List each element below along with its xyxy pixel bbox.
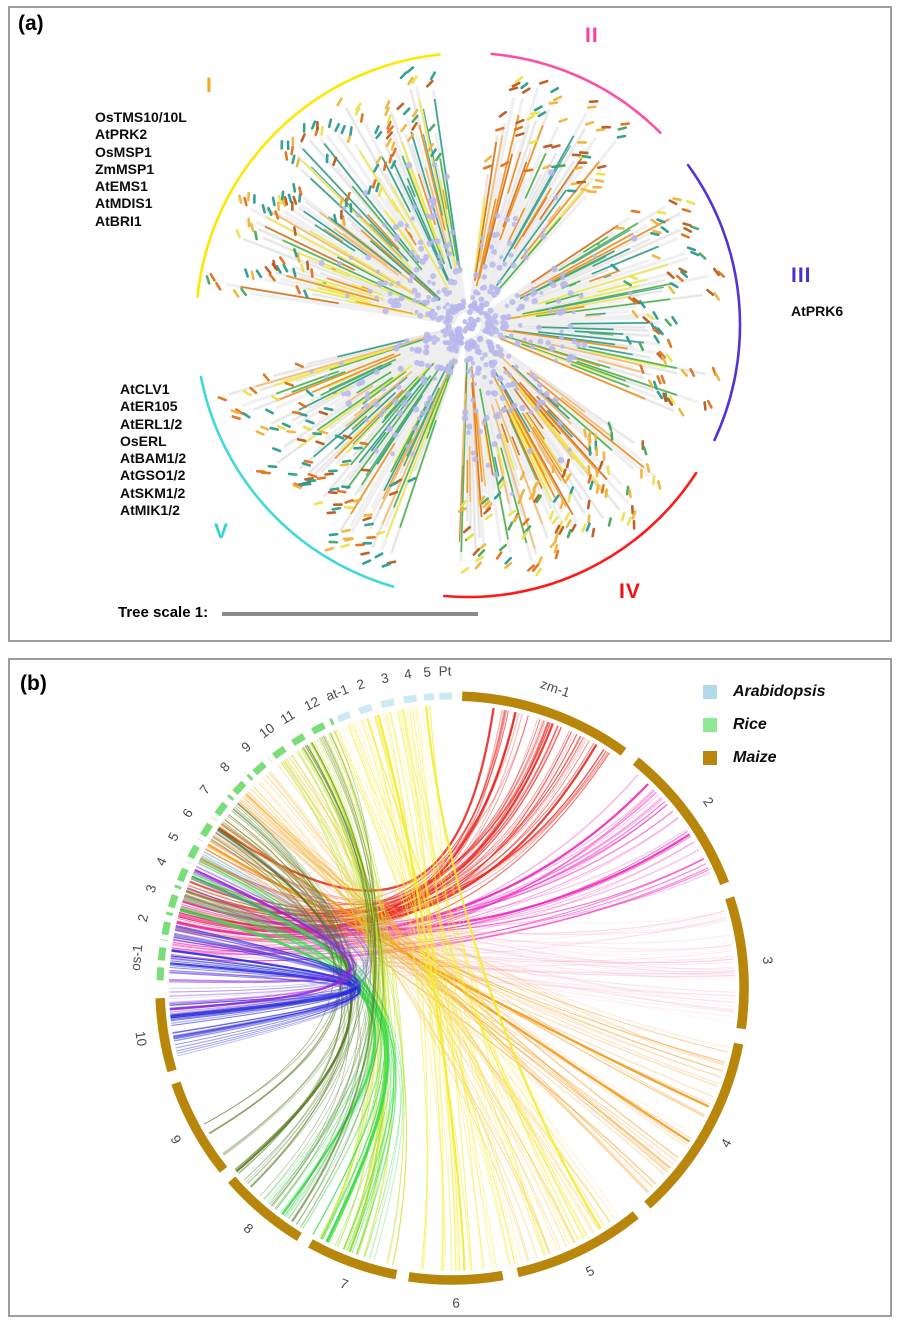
gene-label: AtEMS1 — [95, 178, 148, 195]
panel-b-label: (b) — [20, 672, 47, 695]
clade-numeral-V: V — [214, 520, 230, 543]
gene-label: AtCLV1 — [120, 381, 170, 397]
gene-label-atprk6: AtPRK6 — [791, 303, 844, 319]
tree-scale-label: Tree scale 1: — [118, 604, 209, 621]
gene-label: OsMSP1 — [95, 143, 152, 160]
species-legend: Arabidopsis Rice Maize — [703, 683, 826, 783]
tree-scale-bar — [222, 612, 478, 616]
gene-label: AtGSO1/2 — [120, 467, 186, 484]
legend-label: Arabidopsis — [733, 683, 826, 700]
panel-a-label: (a) — [18, 12, 44, 35]
gene-label: AtBRI1 — [95, 212, 142, 229]
clade1-gene-list: OsTMS10/10L AtPRK2 OsMSP1 ZmMSP1 AtEMS1 … — [95, 109, 187, 230]
clade-numeral-I: I — [206, 74, 213, 97]
legend-item-maize: Maize — [703, 749, 825, 766]
legend-item-rice: Rice — [703, 716, 825, 733]
gene-label: AtER105 — [120, 398, 178, 415]
gene-label: AtMIK1/2 — [120, 502, 180, 519]
clade-numeral-II: II — [585, 24, 599, 47]
gene-label: ZmMSP1 — [95, 160, 155, 177]
arabidopsis-swatch — [703, 685, 717, 699]
gene-label: OsERL — [120, 432, 167, 449]
gene-label: AtMDIS1 — [95, 195, 153, 212]
gene-label: AtBAM1/2 — [120, 450, 187, 467]
gene-label: AtSKM1/2 — [120, 484, 186, 501]
legend-item-arabidopsis: Arabidopsis — [703, 683, 826, 700]
gene-label: OsTMS10/10L — [95, 109, 187, 125]
clade-numeral-III: III — [791, 264, 812, 287]
gene-label: AtPRK2 — [95, 126, 148, 143]
clade5-gene-list: AtCLV1 AtER105 AtERL1/2 OsERL AtBAM1/2 A… — [120, 381, 186, 519]
gene-label: AtERL1/2 — [120, 415, 183, 432]
maize-swatch — [703, 751, 717, 765]
rice-swatch — [703, 718, 717, 732]
legend-label: Rice — [733, 716, 767, 733]
panel-a-frame — [8, 6, 892, 642]
legend-label: Maize — [733, 749, 777, 766]
clade-numeral-IV: IV — [619, 580, 641, 603]
